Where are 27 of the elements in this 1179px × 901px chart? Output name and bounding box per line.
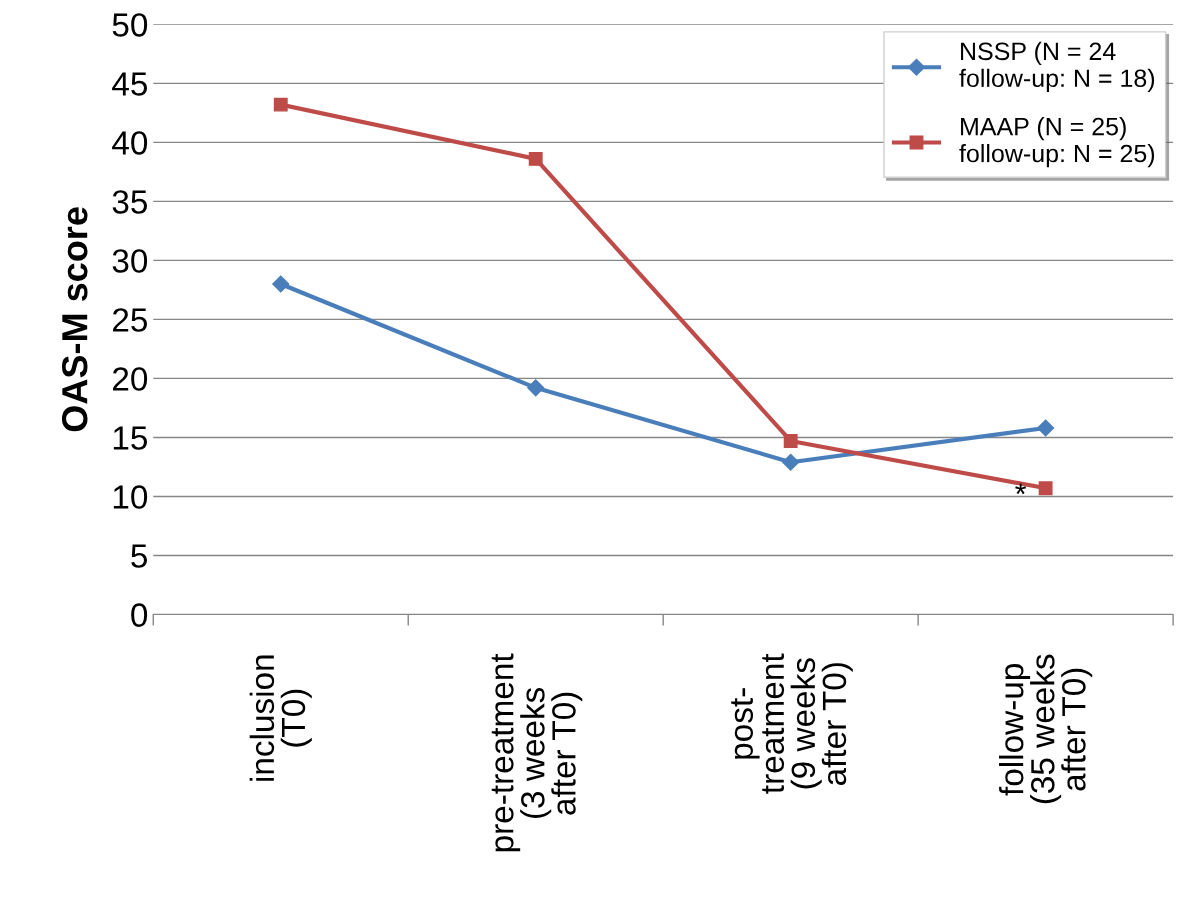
y-tick-label: 35 [112,190,148,214]
x-tick-label: pre-treatment (3 weeks after T0) [491,653,583,852]
point [528,151,543,166]
legend-label: NSSP (N = 24 follow-up: N = 18) [959,41,1155,93]
y-tick-label: 40 [112,131,148,155]
point [272,275,290,293]
y-tick-label: 15 [113,426,148,450]
x-tick-label: inclusion (T0) [249,655,312,781]
point [273,97,288,112]
x-tick-label: follow-up (35 weeks after T0) [999,654,1093,804]
x-tick-label: post- treatment (9 weeks after T0) [731,653,853,794]
y-tick-label: 30 [112,249,148,273]
point [783,434,798,448]
y-tick-label: 0 [131,603,148,627]
point [1037,419,1055,437]
y-tick-label: 20 [113,367,148,391]
point [527,379,545,397]
point [1038,481,1053,496]
y-tick-label: 45 [112,72,148,96]
point [782,453,800,471]
annotation: * [1015,483,1027,495]
y-tick-label: 5 [131,544,148,568]
y-axis-title: OAS-M score [61,207,88,432]
y-tick-label: 50 [112,13,148,37]
legend-label: MAAP (N = 25) follow-up: N = 25) [959,117,1155,168]
y-tick-label: 10 [113,485,148,509]
y-tick-label: 25 [113,308,148,332]
